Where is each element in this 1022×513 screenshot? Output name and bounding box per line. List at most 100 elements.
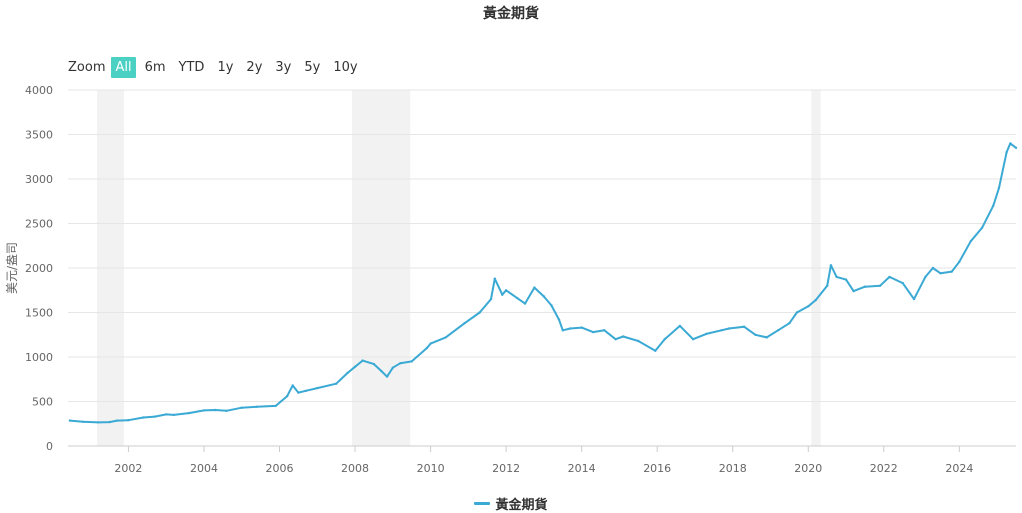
zoom-label: Zoom [68,59,106,75]
x-tick-label: 2006 [266,462,294,475]
data-point [346,371,349,375]
data-point [225,409,228,412]
data-point [878,284,882,287]
grid-lines [68,89,1016,447]
data-point [720,329,723,332]
data-point [142,416,145,419]
data-point [172,413,175,417]
y-tick-label: 0 [46,440,53,453]
data-point [654,349,657,352]
series-line-0[interactable] [69,142,1017,424]
data-point [727,327,731,330]
data-point [542,295,546,298]
data-point [742,325,746,328]
zoom-10y-button[interactable]: 10y [329,57,361,78]
y-tick-label: 1500 [25,307,53,320]
data-point [776,329,780,332]
data-point [297,391,300,394]
data-point [969,240,972,243]
zoom-ytd-button[interactable]: YTD [175,57,209,78]
zoom-5y-button[interactable]: 5y [300,57,324,78]
data-point [1005,151,1008,154]
zoom-all-button[interactable]: All [111,56,136,78]
data-point [557,318,561,321]
y-tick-label: 3000 [25,173,53,186]
data-point [353,365,357,368]
data-point [912,297,916,301]
data-point [614,338,617,341]
x-tick-label: 2014 [568,462,596,475]
data-point [444,336,447,339]
data-point [81,420,85,423]
data-point [888,275,891,279]
data-point [478,311,481,314]
y-axis-label: 美元/盎司 [5,242,19,294]
data-point [533,286,536,289]
data-point [463,322,466,325]
data-point [950,270,953,273]
data-point [844,278,848,281]
x-tick-label: 2020 [794,462,822,475]
data-point [385,375,389,378]
data-point [561,329,564,332]
y-tick-label: 2000 [25,262,53,275]
data-point [335,382,338,385]
data-point [550,304,553,307]
data-point [425,346,428,350]
data-point [304,389,308,392]
series-line-gold[interactable] [68,142,1018,424]
zoom-1y-button[interactable]: 1y [213,57,237,78]
data-point [814,298,817,302]
data-point [68,419,72,422]
data-point [399,362,402,365]
data-point [187,411,191,415]
data-point [663,338,666,341]
y-tick-label: 1000 [25,351,53,364]
zoom-6m-button[interactable]: 6m [141,57,170,78]
data-point [165,413,168,416]
data-point [429,342,432,345]
data-point [980,226,984,230]
data-point [501,293,504,296]
data-point [240,406,243,409]
data-point [391,366,394,369]
data-point [901,281,904,285]
legend-swatch [474,502,491,505]
legend[interactable]: 黃金期貨 [0,494,1022,513]
data-point [316,386,319,390]
data-point [115,419,119,422]
data-point [591,330,595,334]
data-point [108,420,111,424]
data-point [997,186,1001,190]
data-point [489,297,493,301]
data-point [410,360,413,363]
chart-title: 黃金期貨 [483,6,539,22]
data-point [1014,146,1018,149]
data-point [202,409,206,412]
x-tick-label: 2008 [341,462,369,475]
data-point [958,260,961,263]
data-point [1009,142,1012,145]
x-tick-label: 2010 [417,462,445,475]
zoom-2y-button[interactable]: 2y [242,57,266,78]
data-point [153,415,157,418]
x-tick-label: 2002 [114,462,142,475]
data-point [380,370,383,373]
data-point [372,362,376,366]
zoom-3y-button[interactable]: 3y [271,57,295,78]
data-point [580,326,583,329]
range-selector: Zoom All 6m YTD 1y 2y 3y 5y 10y [68,56,367,78]
data-point [504,289,508,292]
data-point [637,339,640,343]
data-point [603,329,606,332]
data-point [127,419,130,422]
y-axis-ticks: 0 500 1000 1500 2000 2500 3000 3500 4000 [25,84,53,453]
data-point [516,297,519,300]
data-point [361,359,364,362]
y-tick-label: 3500 [25,129,53,142]
data-point [255,405,258,408]
data-point [807,305,810,308]
data-point [285,395,289,398]
data-point [939,272,942,275]
